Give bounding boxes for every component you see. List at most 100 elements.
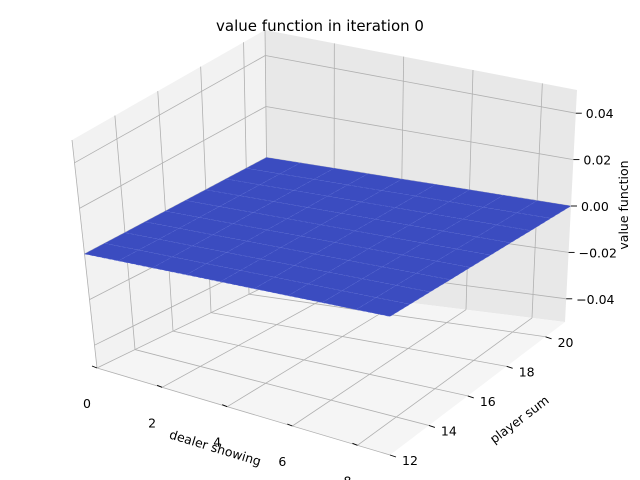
surface-patch bbox=[442, 218, 498, 238]
y-tick-mark bbox=[389, 454, 397, 458]
surface-patch bbox=[178, 217, 234, 235]
surface-patch bbox=[273, 265, 330, 285]
surface-patch bbox=[388, 224, 444, 244]
surface-patch bbox=[218, 195, 275, 213]
surface-patch bbox=[259, 247, 316, 266]
gridline-z-back bbox=[265, 106, 574, 160]
surface-patch bbox=[374, 207, 430, 226]
y-tick-mark bbox=[428, 425, 436, 428]
surface-patch bbox=[306, 195, 363, 214]
surface-patch bbox=[225, 240, 282, 260]
x-tick-mark bbox=[222, 404, 228, 408]
surface-patch bbox=[347, 248, 404, 268]
gridline-y-floor bbox=[210, 312, 507, 367]
gridline-x-floor bbox=[227, 301, 401, 408]
surface-patch bbox=[259, 173, 315, 191]
surface-patch bbox=[422, 230, 478, 250]
x-tick-mark bbox=[287, 423, 293, 427]
surface-patch bbox=[144, 210, 201, 229]
surface-patch bbox=[462, 206, 518, 226]
x-tick-mark bbox=[91, 365, 98, 369]
surface-patch bbox=[320, 213, 376, 232]
surface-patch bbox=[212, 223, 268, 242]
z-axis-label: value function bbox=[616, 160, 631, 249]
surface-patch bbox=[381, 254, 438, 274]
surface-patch bbox=[232, 212, 289, 231]
surface-patch bbox=[184, 189, 241, 207]
surface-patch bbox=[171, 245, 228, 264]
chart-title: value function in iteration 0 bbox=[216, 17, 424, 35]
surface-patch bbox=[238, 184, 295, 202]
y-tick-mark bbox=[545, 336, 552, 340]
y-tick-label: 20 bbox=[558, 335, 574, 350]
surface-patch bbox=[286, 207, 343, 225]
surface-patch bbox=[198, 206, 255, 224]
y-tick-label: 18 bbox=[519, 364, 535, 379]
x-tick-label: 4 bbox=[213, 435, 221, 450]
y-tick-label: 16 bbox=[480, 394, 496, 409]
x-axis-label: dealer showing bbox=[168, 427, 263, 469]
surface-patch bbox=[205, 252, 262, 271]
value-surface bbox=[83, 157, 572, 317]
surface-patch bbox=[192, 234, 248, 253]
surface-patch bbox=[245, 157, 302, 175]
x-tick-mark bbox=[352, 442, 358, 446]
surface-patch bbox=[428, 201, 484, 220]
surface-patch bbox=[83, 243, 140, 262]
surface-patch bbox=[516, 200, 572, 219]
surface-patch bbox=[239, 258, 296, 278]
z-tick-label: 0.02 bbox=[583, 153, 611, 168]
gridline-z-left bbox=[79, 106, 267, 209]
surface-patch bbox=[360, 190, 417, 208]
y-tick-mark bbox=[506, 365, 513, 369]
surface-patch bbox=[225, 167, 281, 185]
surface-patch bbox=[476, 224, 532, 244]
gridline-z-left bbox=[74, 55, 266, 164]
surface-patch bbox=[414, 184, 471, 202]
surface-patch bbox=[164, 200, 221, 218]
surface-patch bbox=[334, 230, 390, 249]
y-axis-label: player sum bbox=[487, 392, 552, 446]
surface-patch bbox=[355, 297, 411, 317]
pane-floor bbox=[97, 285, 565, 455]
surface-patch bbox=[321, 290, 377, 310]
surface-patch bbox=[415, 260, 472, 280]
surface-patch bbox=[246, 229, 302, 248]
z-tick-label: 0.04 bbox=[586, 106, 614, 121]
surface-patch bbox=[307, 271, 364, 291]
x-tick-label: 8 bbox=[343, 473, 351, 480]
surface-patch bbox=[482, 194, 538, 213]
surface-patch bbox=[435, 248, 492, 268]
gridline-x-floor bbox=[357, 317, 533, 446]
surface-patch bbox=[448, 189, 505, 208]
gridline-y-floor bbox=[172, 330, 468, 397]
surface-patch bbox=[340, 201, 397, 220]
surface-patch bbox=[313, 242, 370, 261]
surface-patch bbox=[280, 235, 336, 255]
surface-patch bbox=[151, 256, 208, 276]
surface-patch bbox=[368, 236, 424, 256]
surface-patch bbox=[300, 224, 356, 243]
surface-patch bbox=[287, 283, 343, 303]
surface-patch bbox=[253, 276, 309, 296]
surface-patch bbox=[380, 178, 437, 197]
z-tick-label: 0.00 bbox=[581, 199, 609, 214]
z-tick-label: −0.04 bbox=[576, 292, 614, 307]
surface-patch bbox=[293, 179, 349, 197]
surface-patch bbox=[185, 263, 242, 283]
x-tick-label: 2 bbox=[148, 415, 156, 430]
x-tick-label: 6 bbox=[278, 454, 286, 469]
surface-patch bbox=[219, 270, 276, 289]
y-tick-mark bbox=[467, 395, 474, 399]
surface-patch bbox=[158, 228, 214, 247]
surface-patch bbox=[266, 218, 322, 237]
gridline-y-floor bbox=[248, 293, 546, 338]
surface-patch bbox=[117, 249, 174, 269]
surface-patch bbox=[496, 212, 552, 231]
surface-patch bbox=[326, 184, 383, 203]
surface-patch bbox=[401, 242, 458, 262]
surface-patch bbox=[327, 260, 384, 279]
surface-patch bbox=[205, 178, 261, 196]
surface-patch bbox=[313, 168, 369, 186]
